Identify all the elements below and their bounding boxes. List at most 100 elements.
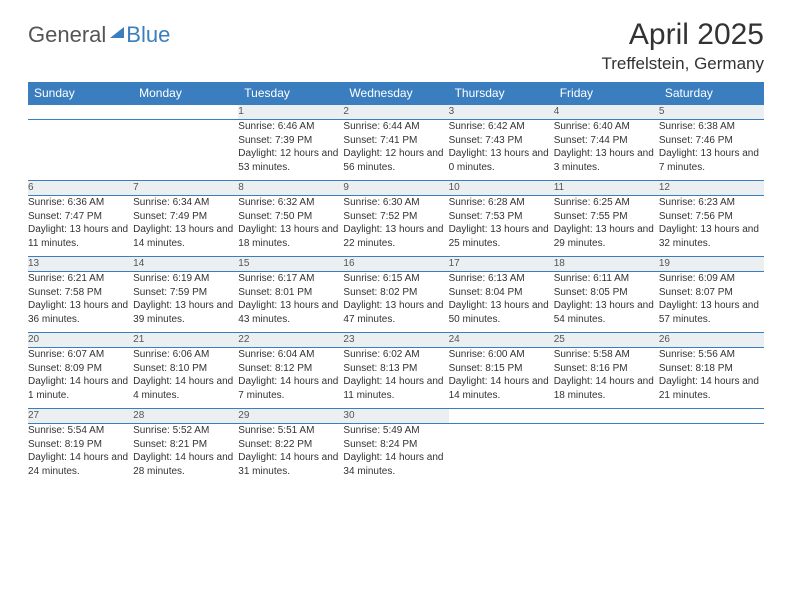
day-content-cell: Sunrise: 5:49 AMSunset: 8:24 PMDaylight:… bbox=[343, 424, 448, 485]
daylight-text: Daylight: 12 hours and 56 minutes. bbox=[343, 147, 448, 174]
day-number-cell bbox=[554, 409, 659, 424]
sunrise-text: Sunrise: 6:40 AM bbox=[554, 120, 659, 134]
day-content-cell bbox=[449, 424, 554, 485]
day-content-cell: Sunrise: 6:13 AMSunset: 8:04 PMDaylight:… bbox=[449, 272, 554, 333]
day-number-cell bbox=[449, 409, 554, 424]
day-number-cell: 19 bbox=[659, 257, 764, 272]
daylight-text: Daylight: 14 hours and 31 minutes. bbox=[238, 451, 343, 478]
header: General Blue April 2025 Treffelstein, Ge… bbox=[28, 18, 764, 74]
daylight-text: Daylight: 14 hours and 11 minutes. bbox=[343, 375, 448, 402]
logo-text-blue: Blue bbox=[126, 22, 170, 48]
daylight-text: Daylight: 13 hours and 18 minutes. bbox=[238, 223, 343, 250]
daylight-text: Daylight: 13 hours and 54 minutes. bbox=[554, 299, 659, 326]
sunrise-text: Sunrise: 6:44 AM bbox=[343, 120, 448, 134]
sunrise-text: Sunrise: 5:58 AM bbox=[554, 348, 659, 362]
sunrise-text: Sunrise: 6:34 AM bbox=[133, 196, 238, 210]
logo-text-general: General bbox=[28, 22, 106, 48]
sunset-text: Sunset: 7:55 PM bbox=[554, 210, 659, 224]
day-content-cell: Sunrise: 6:36 AMSunset: 7:47 PMDaylight:… bbox=[28, 196, 133, 257]
weekday-header: Saturday bbox=[659, 82, 764, 105]
weekday-header: Wednesday bbox=[343, 82, 448, 105]
day-content-cell bbox=[28, 120, 133, 181]
day-content-cell: Sunrise: 6:32 AMSunset: 7:50 PMDaylight:… bbox=[238, 196, 343, 257]
sunrise-text: Sunrise: 5:52 AM bbox=[133, 424, 238, 438]
day-content-cell: Sunrise: 6:07 AMSunset: 8:09 PMDaylight:… bbox=[28, 348, 133, 409]
day-content-cell bbox=[659, 424, 764, 485]
sunrise-text: Sunrise: 6:06 AM bbox=[133, 348, 238, 362]
day-number-cell: 22 bbox=[238, 333, 343, 348]
day-number-cell: 4 bbox=[554, 105, 659, 120]
day-number-cell: 1 bbox=[238, 105, 343, 120]
daylight-text: Daylight: 14 hours and 1 minute. bbox=[28, 375, 133, 402]
day-number-cell: 17 bbox=[449, 257, 554, 272]
weekday-header: Sunday bbox=[28, 82, 133, 105]
sunset-text: Sunset: 8:24 PM bbox=[343, 438, 448, 452]
sunset-text: Sunset: 8:10 PM bbox=[133, 362, 238, 376]
day-content-row: Sunrise: 6:46 AMSunset: 7:39 PMDaylight:… bbox=[28, 120, 764, 181]
daylight-text: Daylight: 13 hours and 11 minutes. bbox=[28, 223, 133, 250]
daylight-text: Daylight: 14 hours and 18 minutes. bbox=[554, 375, 659, 402]
day-number-row: 12345 bbox=[28, 105, 764, 120]
day-content-cell: Sunrise: 6:15 AMSunset: 8:02 PMDaylight:… bbox=[343, 272, 448, 333]
day-number-cell: 20 bbox=[28, 333, 133, 348]
sunrise-text: Sunrise: 6:15 AM bbox=[343, 272, 448, 286]
sunrise-text: Sunrise: 6:17 AM bbox=[238, 272, 343, 286]
day-content-cell: Sunrise: 6:04 AMSunset: 8:12 PMDaylight:… bbox=[238, 348, 343, 409]
logo: General Blue bbox=[28, 22, 170, 48]
day-number-cell: 11 bbox=[554, 181, 659, 196]
day-number-cell: 28 bbox=[133, 409, 238, 424]
sunset-text: Sunset: 7:58 PM bbox=[28, 286, 133, 300]
sunset-text: Sunset: 8:15 PM bbox=[449, 362, 554, 376]
sunset-text: Sunset: 7:56 PM bbox=[659, 210, 764, 224]
sunset-text: Sunset: 8:12 PM bbox=[238, 362, 343, 376]
sunrise-text: Sunrise: 6:32 AM bbox=[238, 196, 343, 210]
calendar-table: SundayMondayTuesdayWednesdayThursdayFrid… bbox=[28, 82, 764, 484]
day-number-cell bbox=[659, 409, 764, 424]
sunrise-text: Sunrise: 6:13 AM bbox=[449, 272, 554, 286]
day-number-cell: 26 bbox=[659, 333, 764, 348]
sunset-text: Sunset: 7:47 PM bbox=[28, 210, 133, 224]
day-content-cell: Sunrise: 6:21 AMSunset: 7:58 PMDaylight:… bbox=[28, 272, 133, 333]
sunset-text: Sunset: 8:22 PM bbox=[238, 438, 343, 452]
day-number-cell: 9 bbox=[343, 181, 448, 196]
sunset-text: Sunset: 7:41 PM bbox=[343, 134, 448, 148]
daylight-text: Daylight: 14 hours and 4 minutes. bbox=[133, 375, 238, 402]
sunrise-text: Sunrise: 6:28 AM bbox=[449, 196, 554, 210]
sunset-text: Sunset: 7:44 PM bbox=[554, 134, 659, 148]
daylight-text: Daylight: 13 hours and 25 minutes. bbox=[449, 223, 554, 250]
daylight-text: Daylight: 13 hours and 7 minutes. bbox=[659, 147, 764, 174]
sunset-text: Sunset: 7:53 PM bbox=[449, 210, 554, 224]
sunrise-text: Sunrise: 6:30 AM bbox=[343, 196, 448, 210]
sunset-text: Sunset: 7:49 PM bbox=[133, 210, 238, 224]
day-content-cell: Sunrise: 6:19 AMSunset: 7:59 PMDaylight:… bbox=[133, 272, 238, 333]
sunrise-text: Sunrise: 6:42 AM bbox=[449, 120, 554, 134]
weekday-header: Monday bbox=[133, 82, 238, 105]
day-number-cell: 21 bbox=[133, 333, 238, 348]
day-number-cell: 12 bbox=[659, 181, 764, 196]
logo-triangle-icon bbox=[110, 27, 124, 38]
day-number-cell bbox=[133, 105, 238, 120]
daylight-text: Daylight: 12 hours and 53 minutes. bbox=[238, 147, 343, 174]
day-content-cell: Sunrise: 6:42 AMSunset: 7:43 PMDaylight:… bbox=[449, 120, 554, 181]
sunrise-text: Sunrise: 6:21 AM bbox=[28, 272, 133, 286]
sunset-text: Sunset: 8:05 PM bbox=[554, 286, 659, 300]
day-content-cell: Sunrise: 5:56 AMSunset: 8:18 PMDaylight:… bbox=[659, 348, 764, 409]
daylight-text: Daylight: 14 hours and 21 minutes. bbox=[659, 375, 764, 402]
sunset-text: Sunset: 7:52 PM bbox=[343, 210, 448, 224]
daylight-text: Daylight: 13 hours and 14 minutes. bbox=[133, 223, 238, 250]
day-content-cell: Sunrise: 6:25 AMSunset: 7:55 PMDaylight:… bbox=[554, 196, 659, 257]
day-number-cell bbox=[28, 105, 133, 120]
day-number-cell: 24 bbox=[449, 333, 554, 348]
day-content-cell: Sunrise: 6:17 AMSunset: 8:01 PMDaylight:… bbox=[238, 272, 343, 333]
daylight-text: Daylight: 13 hours and 39 minutes. bbox=[133, 299, 238, 326]
sunset-text: Sunset: 8:18 PM bbox=[659, 362, 764, 376]
day-content-cell: Sunrise: 6:46 AMSunset: 7:39 PMDaylight:… bbox=[238, 120, 343, 181]
day-content-cell: Sunrise: 6:11 AMSunset: 8:05 PMDaylight:… bbox=[554, 272, 659, 333]
day-content-cell: Sunrise: 6:38 AMSunset: 7:46 PMDaylight:… bbox=[659, 120, 764, 181]
sunset-text: Sunset: 8:09 PM bbox=[28, 362, 133, 376]
daylight-text: Daylight: 13 hours and 50 minutes. bbox=[449, 299, 554, 326]
day-number-cell: 8 bbox=[238, 181, 343, 196]
day-content-cell: Sunrise: 6:09 AMSunset: 8:07 PMDaylight:… bbox=[659, 272, 764, 333]
day-content-row: Sunrise: 6:07 AMSunset: 8:09 PMDaylight:… bbox=[28, 348, 764, 409]
day-number-cell: 29 bbox=[238, 409, 343, 424]
